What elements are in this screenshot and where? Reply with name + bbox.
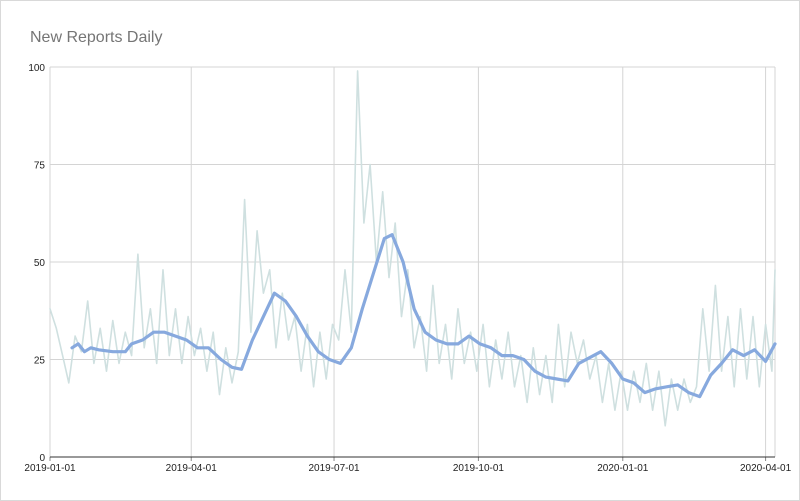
y-tick-label: 100: [28, 63, 45, 74]
x-tick-label: 2019-10-01: [453, 463, 505, 474]
chart-title: New Reports Daily: [30, 29, 163, 46]
y-tick-label: 0: [39, 453, 45, 464]
y-tick-label: 75: [34, 161, 46, 172]
series-lines: [49, 70, 777, 427]
x-tick-label: 2020-04-01: [740, 463, 792, 474]
x-tick-label: 2019-04-01: [166, 463, 218, 474]
x-tick-label: 2019-07-01: [308, 463, 360, 474]
series-daily-line: [49, 70, 776, 427]
gridlines: [49, 66, 776, 457]
y-tick-label: 50: [34, 258, 46, 269]
x-tick-label: 2020-01-01: [597, 463, 649, 474]
y-tick-label: 25: [34, 356, 46, 367]
y-axis-ticks: 0 25 50 75 100: [28, 63, 45, 464]
series-average-line: [70, 233, 777, 399]
x-tick-label: 2019-01-01: [24, 463, 76, 474]
x-axis-ticks: 2019-01-01 2019-04-01 2019-07-01 2019-10-01…: [24, 457, 792, 474]
